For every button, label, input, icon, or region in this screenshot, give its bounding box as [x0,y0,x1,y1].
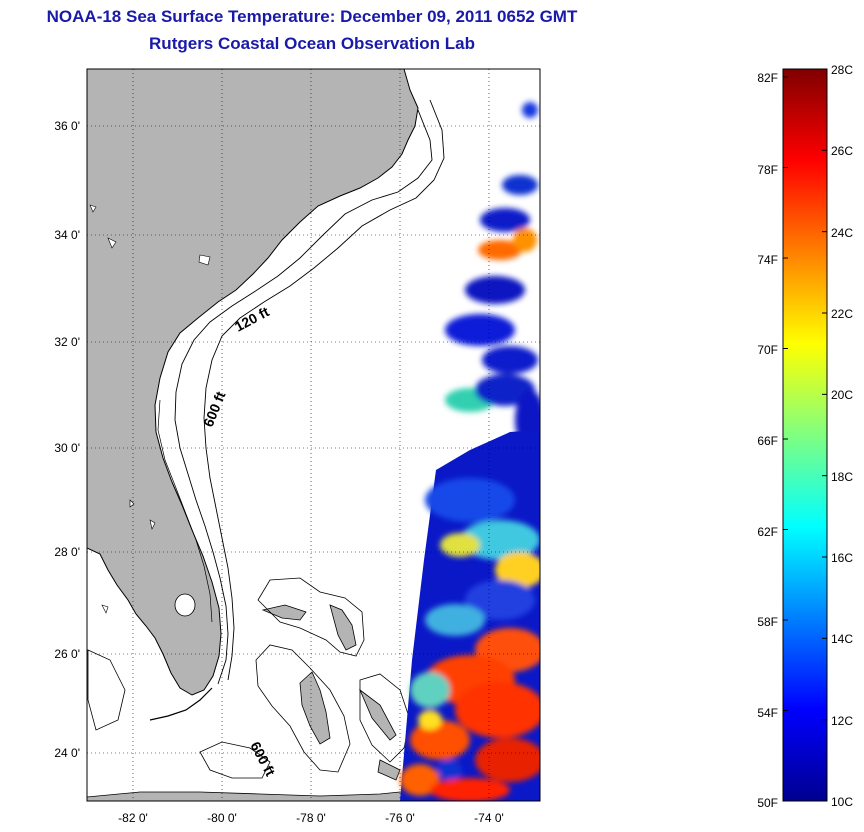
colorbar [782,68,828,802]
contour-120ft [174,109,433,685]
us-landmass [87,69,419,696]
lake-okeechobee [174,593,196,617]
colorbar-c-label: 12C [831,714,853,728]
colorbar-c-label: 28C [831,63,853,77]
colorbar-f-label: 78F [757,163,778,177]
colorbar-f-label: 70F [757,343,778,357]
contour-600ft [203,99,445,681]
colorbar-c-label: 20C [831,388,853,402]
bahamas-islands [261,604,401,781]
lon-tick: -80 0' [207,811,237,825]
colorbar-c-label: 16C [831,551,853,565]
lat-tick: 26 0' [54,647,80,661]
florida-keys [149,687,213,721]
colorbar-f-label: 62F [757,525,778,539]
sst-swath [400,75,540,801]
colorbar-c-label: 14C [831,632,853,646]
lat-tick: 34 0' [54,228,80,242]
lon-tick: -82 0' [118,811,148,825]
colorbar-f-label: 58F [757,615,778,629]
contour-bahamas [87,577,411,779]
lat-tick: 36 0' [54,119,80,133]
colorbar-c-label: 22C [831,307,853,321]
lat-tick: 28 0' [54,545,80,559]
inland-lakes [89,204,211,614]
lon-tick: -74 0' [474,811,504,825]
lat-tick: 32 0' [54,335,80,349]
colorbar-ticks [783,68,827,802]
colorbar-f-label: 54F [757,706,778,720]
map-border [86,68,541,802]
colorbar-c-label: 18C [831,470,853,484]
colorbar-c-label: 10C [831,795,853,809]
colorbar-c-label: 26C [831,144,853,158]
colorbar-f-label: 74F [757,253,778,267]
colorbar-f-label: 66F [757,434,778,448]
colorbar-f-label: 82F [757,71,778,85]
lon-tick: -78 0' [296,811,326,825]
map-subtitle: Rutgers Coastal Ocean Observation Lab [149,34,475,53]
lon-tick: -76 0' [385,811,415,825]
colorbar-f-label: 50F [757,796,778,810]
contour-inner [157,399,213,623]
lat-tick: 30 0' [54,441,80,455]
lat-tick: 24 0' [54,746,80,760]
map-title: NOAA-18 Sea Surface Temperature: Decembe… [46,7,578,26]
colorbar-c-label: 24C [831,226,853,240]
